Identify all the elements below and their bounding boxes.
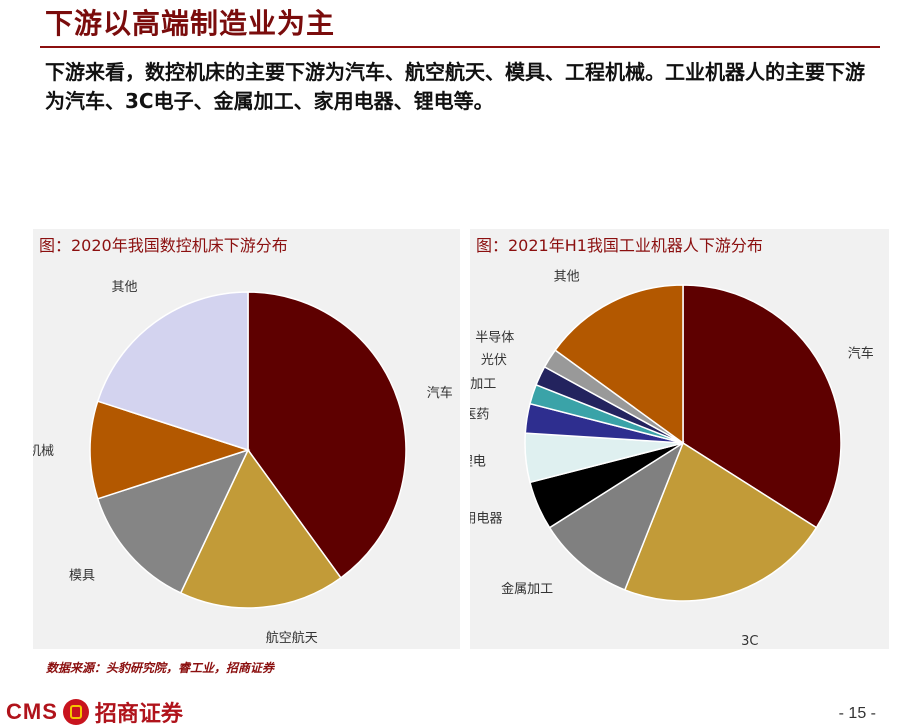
slide-title: 下游以高端制造业为主 [45,7,336,40]
chart-title-cnc: 图：2020年我国数控机床下游分布 [39,236,288,255]
pie-label-1-6: 塑料加工 [470,377,496,392]
pie-label-0-0: 汽车 [427,385,453,401]
pie-label-1-7: 光伏 [481,353,507,368]
pie-slice-0-2 [96,448,250,594]
pie-slice-1-2 [548,441,685,591]
pie-label-0-3: 工程机械 [33,444,54,459]
pie-slice-0-3 [89,400,251,500]
pie-label-0-2: 模具 [69,568,95,583]
logo-cn-text: 招商证券 [94,701,183,727]
page-number: - 15 - [838,705,876,722]
pie-slice-1-0 [682,284,842,529]
logo-mark-icon [62,699,89,725]
pie-label-1-4: 锂电 [470,455,486,470]
pie-label-1-8: 半导体 [475,330,514,345]
pie-slice-0-1 [179,448,342,609]
pie-label-1-2: 金属加工 [501,581,553,597]
chart-panel-robot: 图：2021年H1我国工业机器人下游分布 汽车 3C 金属加工 家用电器 锂电 食品医药 塑… [470,229,889,649]
pie-label-1-1: 3C [741,634,758,649]
pie-slice-0-4 [96,291,249,452]
pie-label-1-3: 家用电器 [470,511,502,527]
company-logo: CMS 招商证券 [6,697,183,727]
pie-label-0-1: 航空航天 [266,630,318,646]
pie-label-0-4: 其他 [111,280,137,295]
pie-slice-1-9 [554,284,684,445]
pie-label-1-5: 食品医药 [470,407,489,423]
data-source: 数据来源：头豹研究院，睿工业，招商证券 [46,661,275,675]
title-divider [40,46,880,48]
pie-label-1-9: 其他 [554,269,580,284]
pie-slice-0-0 [247,291,407,579]
pie-chart-robot: 汽车 3C 金属加工 家用电器 锂电 食品医药 塑料加工 光伏 半导体 其他 [470,269,874,649]
pie-label-1-0: 汽车 [848,345,874,361]
chart-title-robot: 图：2021年H1我国工业机器人下游分布 [476,236,763,255]
pie-slice-1-1 [623,441,818,602]
logo-cms-text: CMS [6,699,58,724]
intro-paragraph: 下游来看，数控机床的主要下游为汽车、航空航天、模具、工程机械。工业机器人的主要下… [45,60,865,113]
